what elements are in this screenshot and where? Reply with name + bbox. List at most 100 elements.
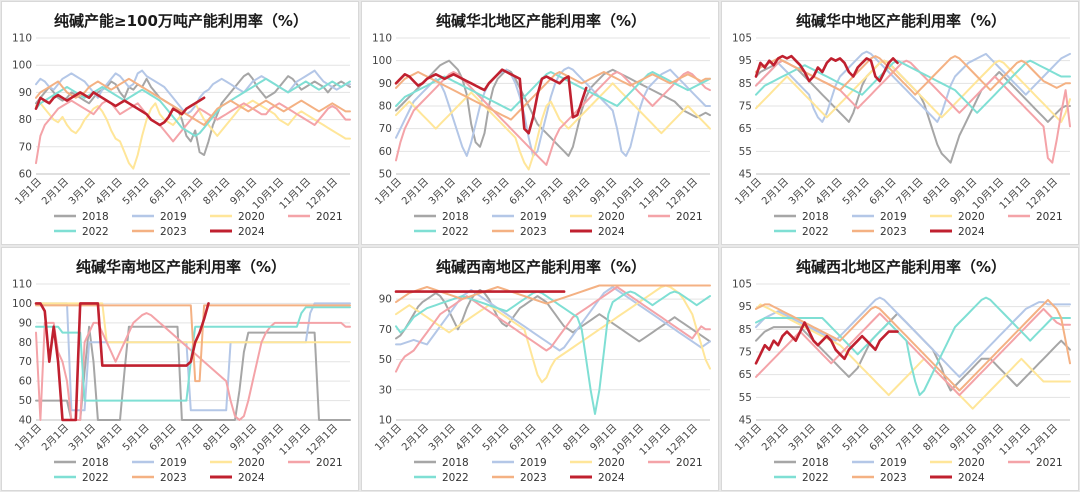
chart-svg: 纯碱华北地区产能利用率（%）50607080901001101月1日2月1日3月…	[372, 12, 711, 238]
x-tick-label: 7月1日	[534, 422, 566, 454]
series-line-2022	[755, 296, 1071, 397]
y-tick-label: 40	[19, 415, 32, 427]
legend-label: 2022	[82, 226, 109, 238]
legend-item-2019: 2019	[492, 211, 547, 223]
legend-label: 2020	[598, 211, 625, 223]
chart-svg: 纯碱西南地区产能利用率（%）10305070901月1日2月1日3月1日4月1日…	[372, 258, 711, 484]
x-tick-label: 6月1日	[507, 422, 539, 454]
series-line-2018	[755, 59, 1071, 164]
y-tick-label: 80	[379, 101, 392, 113]
legend-label: 2021	[316, 457, 343, 469]
y-tick-label: 100	[12, 298, 32, 310]
y-tick-label: 60	[19, 169, 32, 181]
legend-label: 2019	[880, 211, 907, 223]
chart-svg: 纯碱产能≥100万吨产能利用率（%）607080901001101月1日2月1日…	[12, 12, 351, 238]
y-tick-label: 10	[379, 415, 392, 427]
x-tick-label: 5月1日	[840, 176, 872, 208]
legend-label: 2018	[82, 211, 109, 223]
chart-title: 纯碱西北地区产能利用率（%）	[796, 258, 1006, 276]
x-tick-label: 3月1日	[786, 176, 818, 208]
x-tick-label: 2月1日	[39, 422, 71, 454]
x-tick-label: 3月1日	[426, 422, 458, 454]
x-tick-label: 6月1日	[867, 422, 899, 454]
x-tick-label: 4月1日	[813, 176, 845, 208]
series-line-2018	[395, 59, 711, 157]
y-tick-label: 45	[739, 169, 752, 181]
legend-label: 2018	[442, 457, 469, 469]
legend-item-2022: 2022	[774, 226, 829, 238]
x-tick-label: 2月1日	[399, 422, 431, 454]
chart-title: 纯碱产能≥100万吨产能利用率（%）	[54, 12, 308, 30]
chart-svg: 纯碱华中地区产能利用率（%）4555657585951051月1日2月1日3月1…	[732, 12, 1071, 238]
x-tick-label: 5月1日	[480, 176, 512, 208]
legend-item-2018: 2018	[414, 211, 469, 223]
legend-item-2019: 2019	[852, 211, 907, 223]
legend-item-2021: 2021	[288, 457, 343, 469]
x-tick-label: 3月1日	[786, 422, 818, 454]
y-tick-label: 95	[739, 55, 752, 67]
x-tick-label: 5月1日	[480, 422, 512, 454]
legend-label: 2021	[316, 211, 343, 223]
y-tick-label: 110	[372, 33, 392, 45]
chart-title: 纯碱华南地区产能利用率（%）	[76, 258, 286, 276]
y-tick-label: 70	[19, 356, 32, 368]
legend-label: 2024	[238, 472, 265, 484]
x-tick-label: 7月1日	[174, 176, 206, 208]
legend-item-2020: 2020	[210, 211, 265, 223]
x-tick-label: 3月1日	[426, 176, 458, 208]
legend-label: 2023	[160, 226, 187, 238]
series-line-2018	[35, 72, 351, 156]
x-tick-label: 6月1日	[507, 176, 539, 208]
legend-item-2020: 2020	[210, 457, 265, 469]
x-tick-label: 8月1日	[921, 176, 953, 208]
legend-label: 2021	[676, 457, 703, 469]
y-tick-label: 70	[379, 324, 392, 336]
chart-title: 纯碱华中地区产能利用率（%）	[796, 12, 1006, 30]
series-line-2023	[755, 55, 1071, 96]
legend-item-2022: 2022	[54, 472, 109, 484]
chart-panel-1: 纯碱产能≥100万吨产能利用率（%） 60 70 80 90 100 110 1月1日 2月1日…	[1, 1, 359, 245]
legend-label: 2023	[160, 472, 187, 484]
legend-label: 2019	[160, 211, 187, 223]
legend-item-2023: 2023	[132, 472, 187, 484]
legend-label: 2018	[802, 211, 829, 223]
chart-svg: 纯碱华南地区产能利用率（%）4050607080901001101月1日2月1日…	[12, 258, 351, 484]
legend-item-2020: 2020	[930, 457, 985, 469]
legend-label: 2020	[958, 457, 985, 469]
series-line-2022	[755, 59, 1071, 114]
x-tick-label: 8月1日	[561, 176, 593, 208]
series-line-2019	[35, 69, 351, 116]
series-line-2020	[395, 82, 711, 171]
legend-item-2018: 2018	[774, 211, 829, 223]
legend-item-2024: 2024	[570, 226, 625, 238]
legend-label: 2024	[958, 226, 985, 238]
legend-label: 2024	[598, 226, 625, 238]
y-tick-label: 110	[12, 33, 32, 45]
legend-item-2019: 2019	[132, 457, 187, 469]
series-line-2020	[755, 59, 1071, 123]
y-tick-label: 90	[19, 317, 32, 329]
legend-label: 2020	[598, 457, 625, 469]
legend-item-2020: 2020	[570, 457, 625, 469]
y-tick-label: 80	[19, 337, 32, 349]
legend-label: 2020	[238, 457, 265, 469]
series-line-2021	[35, 99, 351, 165]
legend-label: 2018	[82, 457, 109, 469]
legend-item-2019: 2019	[492, 457, 547, 469]
x-tick-label: 7月1日	[534, 176, 566, 208]
legend-item-2023: 2023	[492, 226, 547, 238]
x-tick-label: 4月1日	[93, 176, 125, 208]
x-tick-label: 5月1日	[120, 422, 152, 454]
legend-item-2022: 2022	[774, 472, 829, 484]
legend-label: 2020	[958, 211, 985, 223]
legend-item-2021: 2021	[1008, 211, 1063, 223]
y-tick-label: 70	[379, 123, 392, 135]
legend-label: 2022	[802, 226, 829, 238]
x-tick-label: 3月1日	[66, 422, 98, 454]
legend-label: 2024	[958, 472, 985, 484]
y-tick-label: 105	[732, 33, 752, 45]
legend-item-2024: 2024	[210, 226, 265, 238]
y-tick-label: 50	[19, 395, 32, 407]
series-line-2023	[35, 77, 351, 126]
